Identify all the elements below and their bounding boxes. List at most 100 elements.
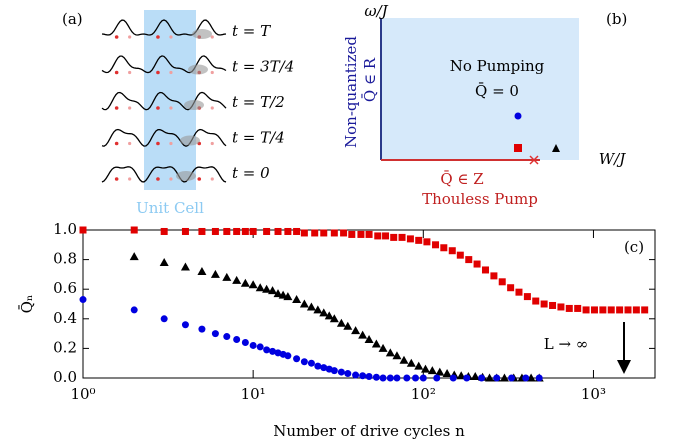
particle — [210, 35, 214, 39]
data-point — [406, 235, 414, 243]
annotation: L → ∞ — [544, 335, 589, 353]
data-point — [435, 367, 445, 376]
panel-label: (b) — [606, 10, 627, 28]
data-point — [624, 306, 632, 314]
data-point — [427, 366, 437, 375]
data-point — [508, 374, 516, 382]
data-point — [449, 374, 457, 382]
potential-curve — [101, 91, 227, 111]
data-point — [79, 226, 87, 234]
potential-curve — [101, 166, 227, 183]
data-point — [470, 372, 480, 381]
data-point — [283, 292, 293, 301]
data-point — [374, 232, 382, 240]
data-point — [223, 333, 231, 341]
data-point — [351, 326, 361, 335]
particle — [169, 106, 173, 110]
particle — [210, 141, 214, 146]
phase-region — [381, 18, 579, 160]
particle — [197, 177, 202, 181]
particle — [210, 177, 214, 181]
data-point — [319, 308, 329, 317]
data-point — [378, 343, 388, 352]
particle — [114, 177, 119, 181]
data-point — [390, 233, 398, 241]
potential-wells: t = T t = 3T/4 t = T/2 t = T/4 t = 0 — [101, 19, 294, 183]
data-point — [532, 297, 540, 305]
particle — [156, 177, 160, 181]
data-point — [262, 284, 272, 293]
data-point — [385, 348, 395, 357]
data-point — [523, 293, 531, 301]
data-point — [320, 229, 328, 237]
unit-cell-label: Unit Cell — [136, 199, 204, 217]
data-point — [248, 280, 258, 289]
annotation-arrow-head — [617, 360, 631, 374]
data-point — [233, 336, 241, 344]
particle — [128, 141, 132, 146]
data-point — [478, 374, 486, 382]
y-tick-label: 1.0 — [53, 220, 77, 238]
data-point — [599, 306, 607, 314]
data-point — [293, 355, 301, 363]
data-point — [473, 260, 481, 268]
data-point — [490, 272, 498, 280]
time-label: t = T/2 — [232, 93, 285, 111]
potential-curve — [101, 19, 227, 36]
time-label: t = T/4 — [232, 129, 285, 147]
data-point — [590, 306, 598, 314]
data-point — [463, 374, 471, 382]
data-point — [432, 241, 440, 249]
data-point — [274, 227, 282, 235]
data-point — [465, 256, 473, 264]
potential-curve — [101, 128, 227, 147]
particle — [169, 141, 173, 146]
data-point — [222, 272, 232, 281]
data-point — [641, 306, 649, 314]
data-point — [330, 367, 338, 375]
data-point — [300, 229, 308, 237]
x-tick-label: 10² — [411, 385, 436, 403]
data-point — [330, 229, 338, 237]
phase-point — [552, 144, 560, 152]
data-point — [311, 229, 319, 237]
phase-point — [529, 155, 539, 165]
left-value: Q̄ ∈ R — [361, 57, 379, 102]
phase-point — [514, 112, 522, 120]
time-label: t = T — [232, 22, 271, 40]
particle — [169, 70, 173, 75]
data-point — [240, 278, 250, 287]
particle — [156, 70, 160, 75]
data-point — [130, 226, 138, 234]
data-point — [198, 325, 206, 333]
time-label: t = 3T/4 — [232, 58, 294, 76]
data-point — [382, 232, 390, 240]
data-point — [273, 289, 283, 298]
x-tick-label: 10³ — [581, 385, 606, 403]
data-point — [403, 374, 411, 382]
data-point — [565, 304, 573, 312]
data-point — [211, 227, 219, 235]
data-point — [485, 373, 495, 382]
data-point — [284, 352, 292, 360]
data-point — [249, 341, 257, 349]
particle — [169, 35, 173, 39]
data-point — [412, 374, 420, 382]
axis-label: W/J — [599, 150, 626, 168]
panel-label: (c) — [624, 238, 644, 256]
x-axis-label: Number of drive cycles n — [273, 422, 465, 440]
data-point — [329, 314, 339, 323]
region-label: No Pumping — [450, 57, 545, 75]
data-point — [423, 238, 431, 246]
data-point — [357, 230, 365, 238]
plot-area: 0.0 0.2 0.4 0.6 0.8 1.0 10⁰ 10¹ 10² 10³ — [53, 220, 655, 403]
data-point — [348, 230, 356, 238]
data-point — [386, 374, 394, 382]
data-point — [336, 318, 346, 327]
data-point — [180, 262, 190, 271]
data-point — [540, 300, 548, 308]
phase-point — [514, 144, 522, 152]
data-point — [522, 374, 530, 382]
data-point — [507, 284, 515, 292]
